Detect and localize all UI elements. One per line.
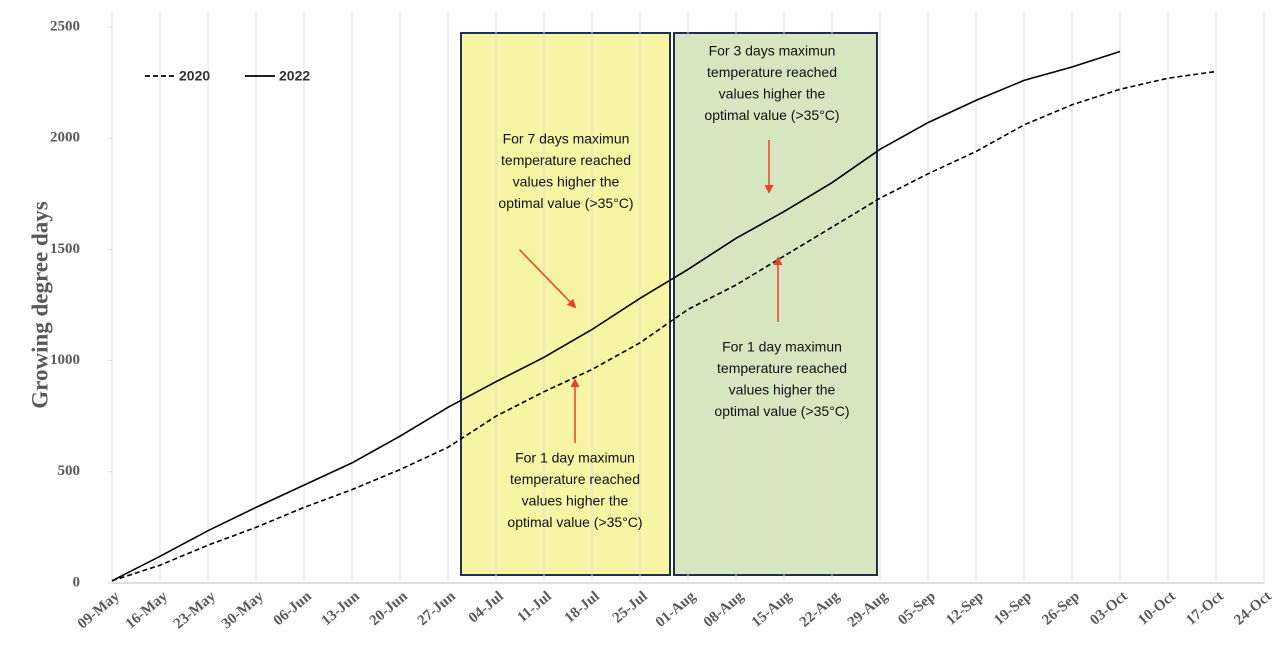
data-line xyxy=(111,50,1121,582)
y-tick-label: 1500 xyxy=(50,241,80,257)
annotation-text: values higher the xyxy=(522,493,629,509)
annotation-text: temperature reached xyxy=(510,471,640,487)
annotation-text: optimal value (>35°C) xyxy=(714,403,849,419)
annotation-text: values higher the xyxy=(513,174,620,190)
annotation-text: optimal value (>35°C) xyxy=(507,514,642,530)
annotation-text: values higher the xyxy=(729,382,836,398)
y-axis-title: Growing degree days xyxy=(27,201,52,408)
annotation-text: optimal value (>35°C) xyxy=(704,107,839,123)
annotation-text: optimal value (>35°C) xyxy=(498,195,633,211)
annotation-text: For 7 days maximun xyxy=(503,131,630,147)
y-tick-label: 2000 xyxy=(50,130,80,146)
y-tick-label: 2500 xyxy=(50,18,80,34)
legend-label: 2022 xyxy=(279,68,310,84)
annotation-text: For 1 day maximun xyxy=(722,339,842,355)
data-line xyxy=(111,70,1217,582)
highlight-box xyxy=(673,32,878,576)
y-tick-label: 500 xyxy=(58,463,81,479)
annotation-text: For 3 days maximun xyxy=(709,43,836,59)
annotation-text: temperature reached xyxy=(501,152,631,168)
annotation-text: values higher the xyxy=(719,86,826,102)
y-tick-label: 0 xyxy=(73,574,81,590)
y-tick-label: 1000 xyxy=(50,352,80,368)
legend-label: 2020 xyxy=(179,68,210,84)
arrow xyxy=(518,249,577,309)
annotation-text: temperature reached xyxy=(707,64,837,80)
annotation-text: For 1 day maximun xyxy=(515,450,635,466)
annotation-text: temperature reached xyxy=(717,360,847,376)
